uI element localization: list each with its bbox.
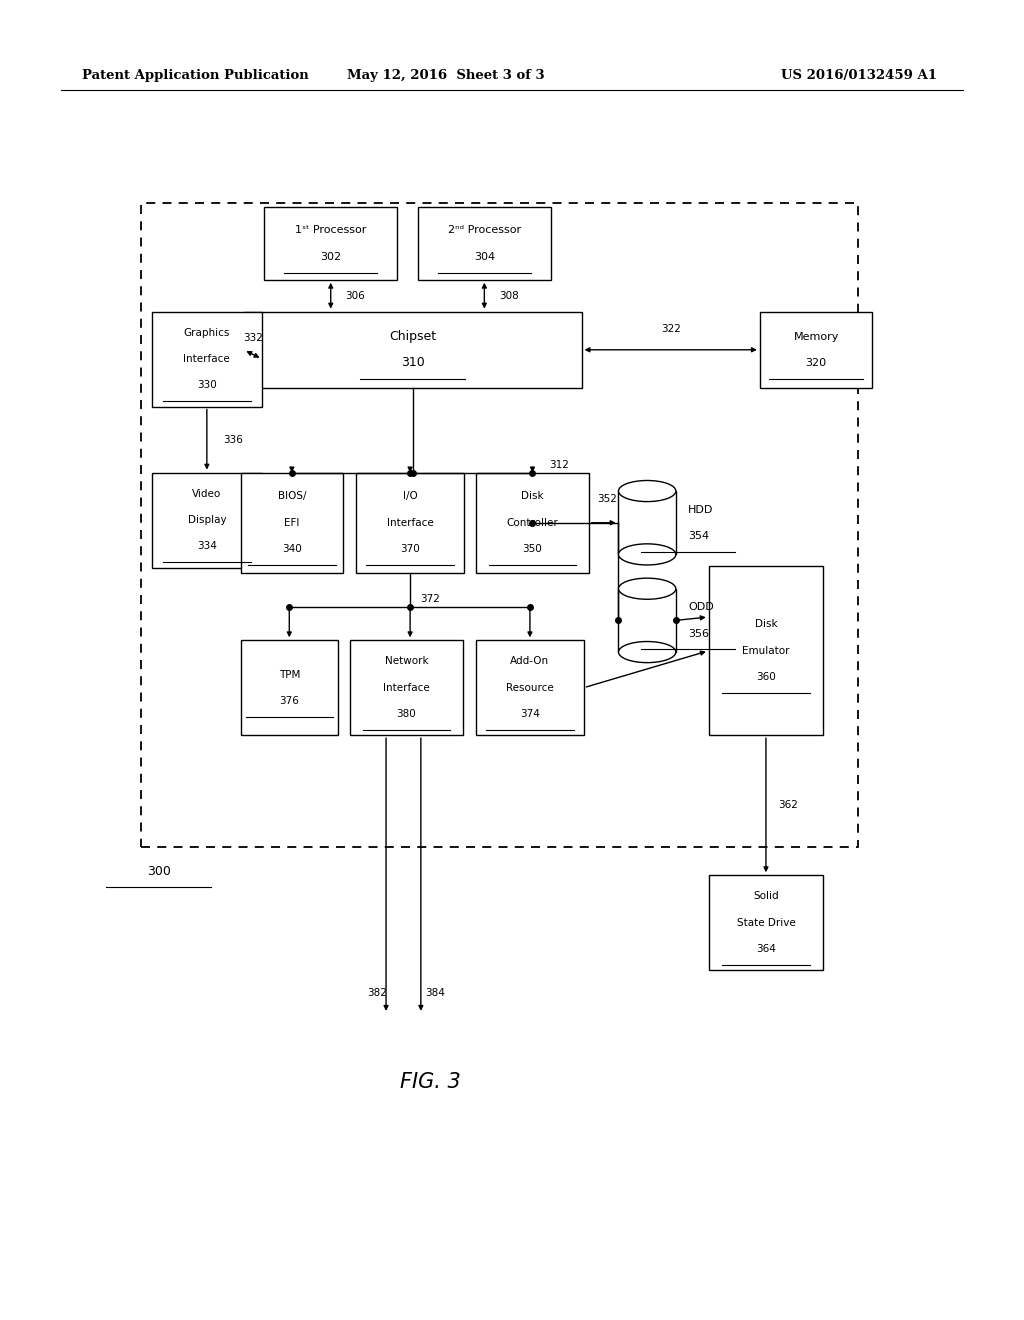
Bar xyxy=(241,473,343,573)
Ellipse shape xyxy=(618,578,676,599)
Text: Disk: Disk xyxy=(755,619,777,630)
Text: TPM: TPM xyxy=(279,669,300,680)
Text: 320: 320 xyxy=(806,358,826,368)
Text: 336: 336 xyxy=(223,434,243,445)
Text: US 2016/0132459 A1: US 2016/0132459 A1 xyxy=(781,69,937,82)
Bar xyxy=(618,491,676,554)
Text: 370: 370 xyxy=(400,544,420,554)
Text: 304: 304 xyxy=(474,252,495,261)
Text: 360: 360 xyxy=(756,672,776,682)
Text: Resource: Resource xyxy=(506,682,554,693)
Text: 382: 382 xyxy=(368,987,387,998)
Text: Patent Application Publication: Patent Application Publication xyxy=(82,69,308,82)
Text: Interface: Interface xyxy=(383,682,430,693)
Text: 354: 354 xyxy=(688,531,710,541)
Text: HDD: HDD xyxy=(688,504,714,515)
Text: 384: 384 xyxy=(425,987,444,998)
Bar xyxy=(350,640,463,735)
Bar xyxy=(241,640,338,735)
Text: EFI: EFI xyxy=(284,517,300,528)
Bar xyxy=(356,473,464,573)
Text: May 12, 2016  Sheet 3 of 3: May 12, 2016 Sheet 3 of 3 xyxy=(347,69,544,82)
Text: Graphics: Graphics xyxy=(183,327,230,338)
Text: 302: 302 xyxy=(321,252,341,261)
Text: Disk: Disk xyxy=(521,491,544,502)
Bar xyxy=(152,312,262,407)
Text: 2ⁿᵈ Processor: 2ⁿᵈ Processor xyxy=(447,226,521,235)
Text: 350: 350 xyxy=(522,544,543,554)
Text: 306: 306 xyxy=(345,290,365,301)
Text: 310: 310 xyxy=(400,356,425,370)
Text: Interface: Interface xyxy=(183,354,230,364)
Text: 340: 340 xyxy=(282,544,302,554)
Text: 362: 362 xyxy=(778,800,798,810)
Bar xyxy=(760,312,872,388)
Text: 364: 364 xyxy=(756,944,776,954)
Bar xyxy=(264,207,397,280)
Bar xyxy=(709,875,823,970)
Ellipse shape xyxy=(618,642,676,663)
Text: 374: 374 xyxy=(520,709,540,719)
Ellipse shape xyxy=(618,544,676,565)
Text: 308: 308 xyxy=(499,290,518,301)
Text: Add-On: Add-On xyxy=(510,656,550,667)
Bar xyxy=(618,589,676,652)
Bar xyxy=(152,473,262,568)
Text: 372: 372 xyxy=(420,594,440,605)
Bar xyxy=(709,566,823,735)
Text: BIOS/: BIOS/ xyxy=(278,491,306,502)
Text: 376: 376 xyxy=(280,696,299,706)
Text: I/O: I/O xyxy=(402,491,418,502)
Text: 330: 330 xyxy=(197,380,217,391)
Text: 334: 334 xyxy=(197,541,217,552)
Text: 356: 356 xyxy=(688,628,710,639)
Bar xyxy=(476,640,584,735)
Bar xyxy=(418,207,551,280)
Text: Display: Display xyxy=(187,515,226,525)
Text: 352: 352 xyxy=(597,494,616,504)
Text: 312: 312 xyxy=(549,459,568,470)
Text: Solid: Solid xyxy=(753,891,779,902)
Text: Network: Network xyxy=(385,656,428,667)
Text: 1ˢᵗ Processor: 1ˢᵗ Processor xyxy=(295,226,367,235)
Bar xyxy=(141,203,858,847)
Text: Chipset: Chipset xyxy=(389,330,436,343)
Text: Controller: Controller xyxy=(507,517,558,528)
Text: Emulator: Emulator xyxy=(742,645,790,656)
Bar xyxy=(244,312,582,388)
Ellipse shape xyxy=(618,480,676,502)
Text: ODD: ODD xyxy=(688,602,714,612)
Text: 332: 332 xyxy=(243,333,263,343)
Text: State Drive: State Drive xyxy=(736,917,796,928)
Text: 300: 300 xyxy=(146,865,171,878)
Text: 322: 322 xyxy=(660,323,681,334)
Text: 380: 380 xyxy=(396,709,417,719)
Text: Video: Video xyxy=(193,488,221,499)
Text: FIG. 3: FIG. 3 xyxy=(399,1072,461,1093)
Text: Memory: Memory xyxy=(794,331,839,342)
Text: Interface: Interface xyxy=(387,517,433,528)
Bar xyxy=(476,473,589,573)
